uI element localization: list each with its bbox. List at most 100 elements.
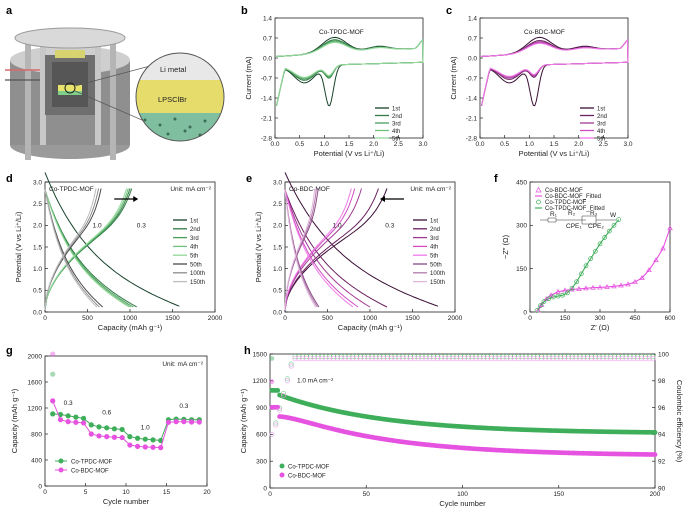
ce-point bbox=[434, 356, 440, 362]
ce-point bbox=[600, 356, 606, 362]
current-annotation: 1.0 mA cm⁻² bbox=[297, 378, 334, 385]
bdc-point bbox=[569, 286, 575, 292]
ce-point bbox=[519, 354, 525, 360]
rate-point bbox=[165, 419, 172, 425]
panel-g: g 0 5 10 15 20 0 400 800 1200 1600 2000 Cycle numbe… bbox=[6, 345, 211, 506]
tpdc-point bbox=[611, 222, 617, 228]
x-tick-label: 100 bbox=[457, 491, 468, 498]
cv-series-3rd bbox=[480, 38, 629, 106]
cv-legend-text: 2nd bbox=[392, 114, 402, 120]
cv-legend-text: 3rd bbox=[392, 121, 401, 127]
rate-annotation: 1.0 bbox=[333, 223, 342, 230]
y-tick-label: 1.0 bbox=[33, 266, 42, 273]
circuit-label: R₃ bbox=[590, 210, 598, 217]
ce-point bbox=[469, 354, 475, 360]
ce-point bbox=[369, 356, 375, 362]
discharge-150th bbox=[44, 189, 98, 308]
ce-point bbox=[639, 354, 645, 360]
ce-point bbox=[535, 356, 541, 362]
tpdc-point bbox=[588, 256, 594, 261]
rate-point bbox=[65, 413, 71, 419]
tpdc-point bbox=[592, 248, 598, 254]
ce-point bbox=[488, 356, 494, 362]
ce-point bbox=[458, 356, 464, 362]
y2-tick-label: 90 bbox=[658, 485, 666, 492]
x-tick-label: 200 bbox=[650, 491, 661, 498]
ce-point bbox=[319, 356, 325, 362]
ce-point bbox=[577, 354, 583, 360]
ce-point bbox=[319, 354, 325, 360]
bdc-point bbox=[653, 257, 659, 262]
x-tick-label: 0.5 bbox=[295, 141, 304, 148]
capacity-point bbox=[652, 429, 658, 435]
rate-point bbox=[158, 445, 164, 451]
chart-title: Co-TPDC-MOF bbox=[49, 186, 94, 193]
rate-point bbox=[80, 420, 87, 426]
ce-point bbox=[434, 354, 440, 360]
ce-point bbox=[392, 354, 398, 360]
cv-series-4th bbox=[480, 38, 629, 106]
x-tick-label: 1.0 bbox=[525, 141, 534, 148]
ce-point bbox=[400, 354, 406, 360]
electrolyte-label: LPSClBr bbox=[158, 95, 187, 104]
rate-point bbox=[104, 434, 110, 440]
unit-label: Unit: mA cm⁻² bbox=[162, 361, 203, 368]
ce-point bbox=[477, 356, 483, 362]
circuit-diagram bbox=[540, 215, 616, 225]
cv-legend-text: 1st bbox=[597, 106, 605, 112]
ce-point bbox=[384, 354, 390, 360]
tpdc-point bbox=[583, 263, 589, 269]
panel-label-c: c bbox=[446, 5, 452, 17]
y2-tick-label: 100 bbox=[658, 351, 669, 358]
ce-point bbox=[307, 354, 313, 360]
bdc-point bbox=[555, 288, 561, 294]
ce-point bbox=[504, 356, 510, 362]
ce-point bbox=[454, 356, 460, 362]
ce-point bbox=[465, 354, 471, 360]
ce-point bbox=[631, 356, 637, 362]
ce-point bbox=[392, 356, 398, 362]
discharge-2nd bbox=[44, 189, 138, 308]
bdc-point bbox=[625, 281, 631, 287]
capacity-point bbox=[269, 356, 275, 361]
ce-point bbox=[334, 354, 340, 360]
ce-point bbox=[284, 378, 290, 384]
li-metal-label: Li metal bbox=[160, 65, 187, 74]
ce-point bbox=[334, 356, 340, 362]
ce-point bbox=[492, 354, 498, 360]
x-tick-label: 0.0 bbox=[270, 141, 279, 148]
charge-4th bbox=[44, 188, 129, 310]
bdc-point bbox=[604, 283, 610, 289]
bdc-point bbox=[576, 285, 582, 291]
ce-point bbox=[377, 354, 383, 360]
ce-point bbox=[315, 354, 321, 360]
ce-point bbox=[300, 356, 306, 362]
x-tick-label: 2000 bbox=[448, 315, 463, 322]
y-tick-label: 450 bbox=[516, 179, 527, 186]
ce-point bbox=[488, 354, 494, 360]
ce-point bbox=[365, 354, 371, 360]
ce-point bbox=[604, 356, 610, 362]
y-tick-label: 0.0 bbox=[263, 55, 272, 62]
x-tick-label: 600 bbox=[665, 315, 676, 322]
rate-label: 0.3 bbox=[64, 400, 73, 407]
x-axis-label: Capacity (mAh g⁻¹) bbox=[98, 323, 163, 332]
x-axis-label: Capacity (mAh g⁻¹) bbox=[338, 323, 403, 332]
capacity-point bbox=[275, 388, 281, 393]
cv-series-2nd bbox=[480, 38, 629, 106]
rate-annotation: 0.3 bbox=[137, 223, 146, 230]
ce-point bbox=[415, 354, 421, 360]
ce-point bbox=[404, 356, 410, 362]
ce-point bbox=[612, 354, 618, 360]
legend-marker bbox=[58, 467, 64, 473]
y-axis-label: −Z″ (Ω) bbox=[501, 234, 510, 259]
tpdc-point bbox=[534, 308, 540, 313]
tpdc-point bbox=[541, 299, 547, 304]
rate-point bbox=[181, 419, 187, 425]
ce-point bbox=[338, 356, 344, 362]
ce-point bbox=[596, 354, 602, 360]
ce-point bbox=[569, 356, 575, 362]
ce-point bbox=[650, 354, 656, 360]
y-tick-label: 0 bbox=[38, 483, 42, 490]
ce-point bbox=[284, 376, 290, 382]
